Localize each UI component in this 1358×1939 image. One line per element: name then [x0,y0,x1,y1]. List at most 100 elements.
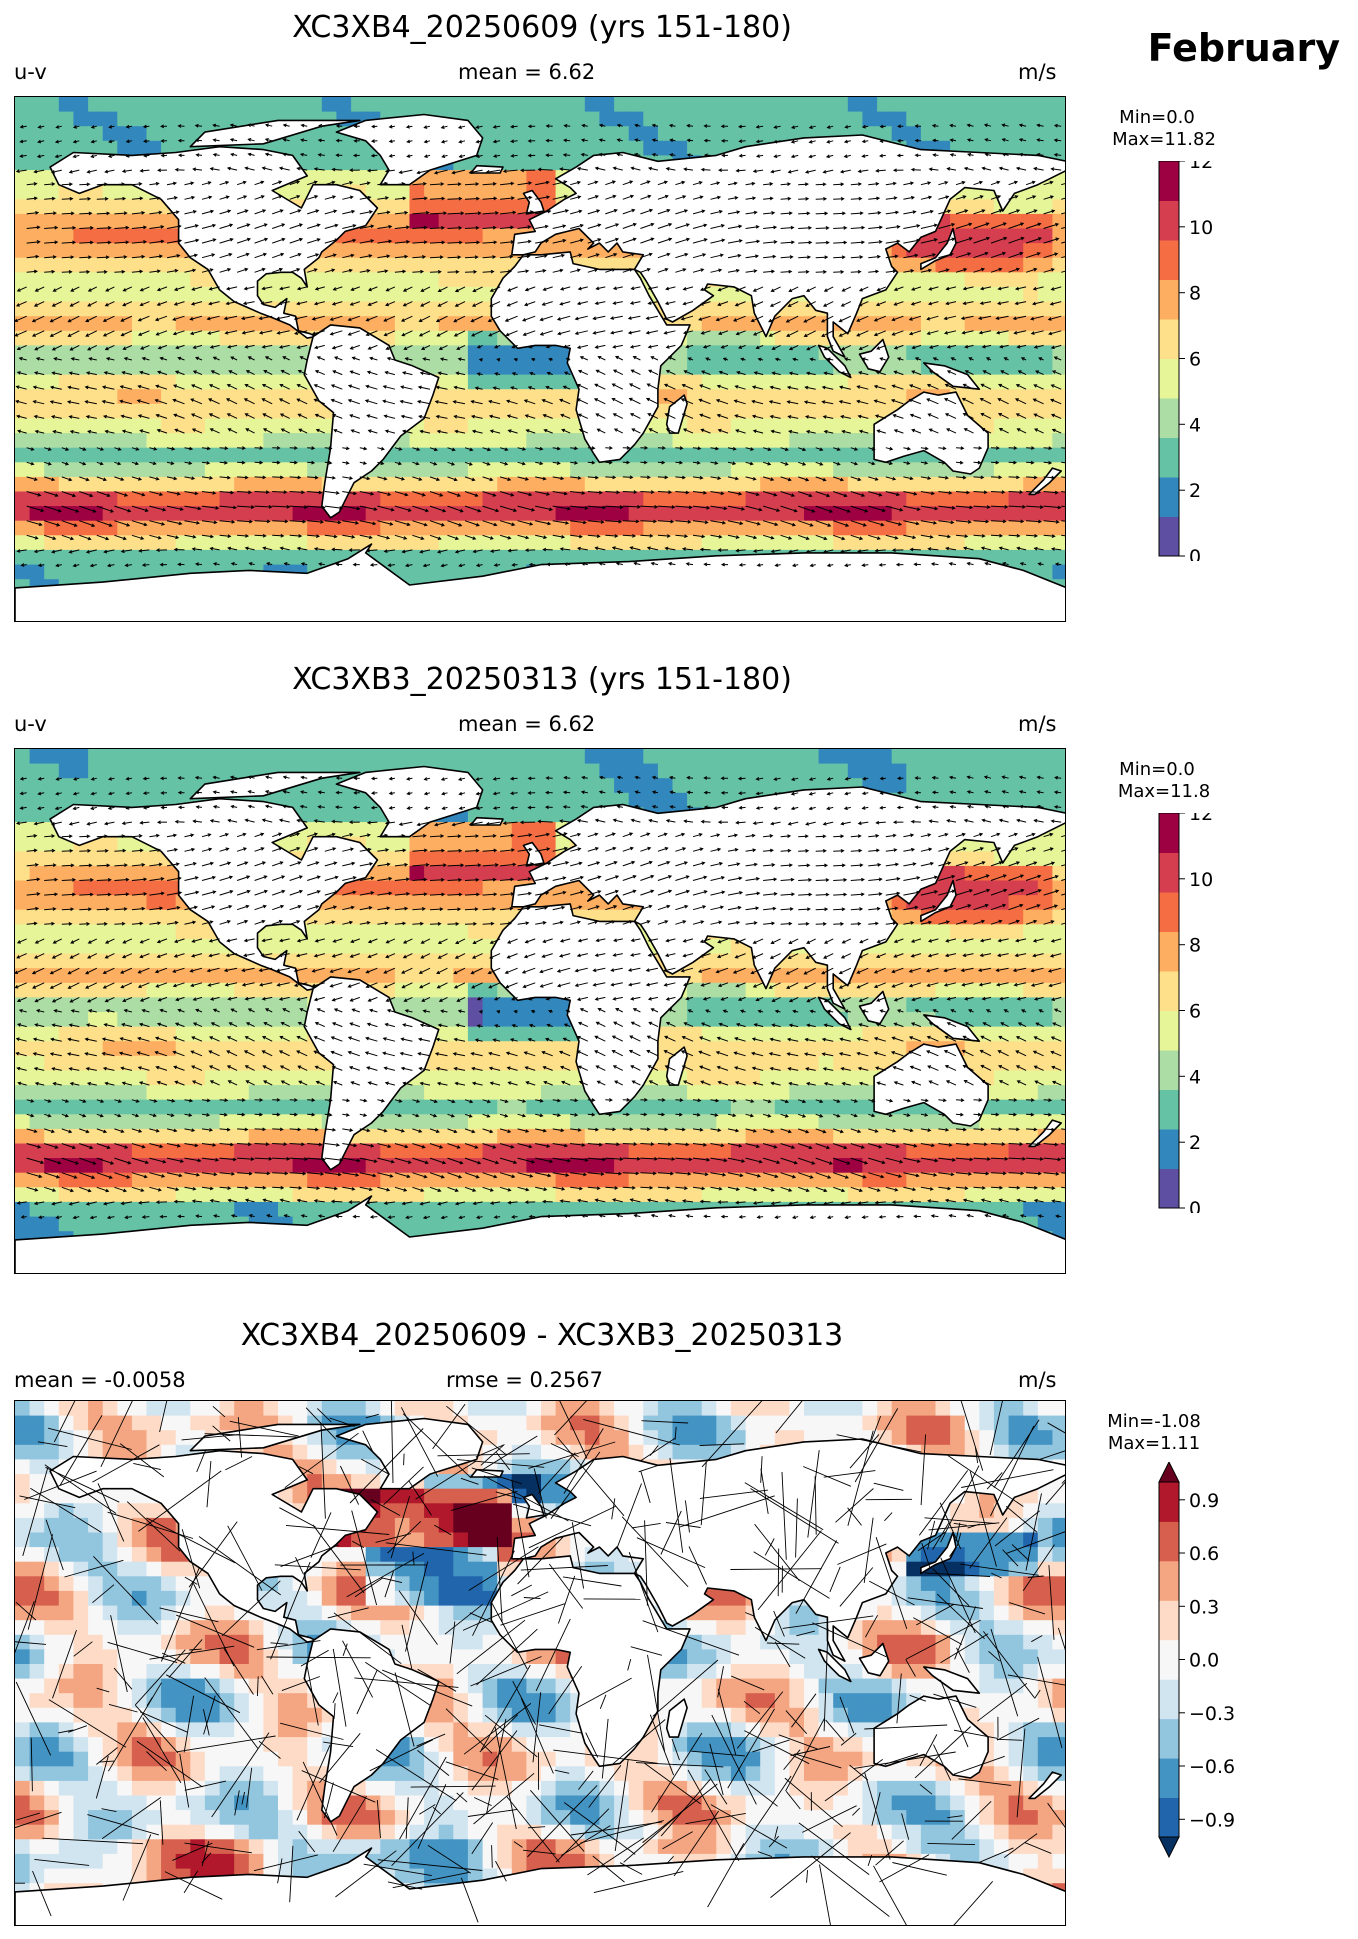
panel1-left-label: u-v [14,60,47,84]
panel3-land-layer [15,1417,1065,1925]
colorbar-segment [1159,1797,1179,1838]
colorbar-extend-max [1158,1460,1180,1483]
panel3-colorbar: −0.9 −0.6 −0.3 0.0 0.3 0.6 0.9 [1150,1460,1280,1866]
colorbar-segment [1159,279,1179,320]
panel1-max-label: Max=11.82 [1112,129,1216,150]
colorbar-segment [1159,813,1179,853]
panel1-map-svg [15,97,1065,621]
new-guinea-land [922,1666,981,1695]
panel3-min-label: Min=-1.08 [1107,1411,1201,1432]
colorbar-segment [1159,1089,1179,1130]
colorbar-extend-min [1158,1836,1180,1859]
colorbar-tick-label: 4 [1189,1066,1201,1088]
colorbar-segment [1159,1050,1179,1090]
colorbar-tick-label: 4 [1189,414,1201,436]
colorbar-segment [1159,358,1179,399]
colorbar-segment [1159,161,1179,201]
panel1-mean-label: mean = 6.62 [458,60,596,84]
colorbar-tick-label: 12 [1189,161,1213,173]
panel3-map [14,1400,1066,1926]
japan-land [920,879,957,923]
colorbar-segment [1159,516,1179,557]
madagascar-land [665,394,688,434]
colorbar-tick-label: 6 [1189,349,1201,371]
eurasia-land [510,1438,1065,1662]
colorbar-segment [1159,1600,1179,1641]
panel3-title: XC3XB4_20250609 - XC3XB3_20250313 [240,1318,844,1353]
colorbar-segment [1159,1718,1179,1759]
panel1-colorbar: 0 2 4 6 8 10 12 [1158,151,1278,568]
colorbar-tick-label: 2 [1189,480,1201,502]
colorbar-segment [1159,1010,1179,1051]
colorbar-tick-label: 0.3 [1189,1596,1219,1618]
new-zealand-land [1028,1119,1062,1148]
colorbar-segment [1159,1168,1179,1209]
month-label: February [1147,26,1340,70]
colorbar-tick-label: 0 [1189,1198,1201,1213]
new-zealand-land [1028,467,1062,496]
eurasia-land [510,786,1065,1010]
north-america-land [49,145,379,339]
north-america-land [49,797,379,991]
britain-land [522,841,545,867]
panel2-min-label: Min=0.0 [1119,759,1195,780]
eurasia-land [510,134,1065,358]
panel2-units: m/s [1018,712,1057,736]
colorbar-tick-label: −0.6 [1189,1756,1235,1778]
panel2-max-label: Max=11.8 [1117,781,1211,802]
africa-land [490,1555,691,1768]
colorbar-segment [1159,240,1179,280]
britain-land [522,189,545,215]
colorbar-segment [1159,1129,1179,1169]
colorbar-tick-label: 8 [1189,283,1201,305]
colorbar-segment [1159,1560,1179,1601]
antarctica-land [15,1195,1065,1273]
colorbar-segment [1159,892,1179,932]
antarctica-land [15,543,1065,621]
colorbar-segment [1159,319,1179,359]
colorbar-segment [1159,1482,1179,1522]
panel1-units: m/s [1018,60,1057,84]
colorbar-segment [1159,931,1179,972]
panel3-units: m/s [1018,1368,1057,1392]
colorbar-segment [1159,1679,1179,1720]
new-zealand-land [1028,1771,1062,1800]
panel2-map-svg [15,749,1065,1273]
colorbar-segment [1159,398,1179,438]
arctic-islands-land [189,1423,361,1452]
colorbar-tick-label: 0 [1189,546,1201,561]
colorbar-tick-label: 0.6 [1189,1543,1219,1565]
antarctica-land [15,1847,1065,1925]
panel2-left-label: u-v [14,712,47,736]
panel3-rmse-label: rmse = 0.2567 [446,1368,604,1392]
japan-land [920,227,957,271]
panel3-max-label: Max=1.11 [1107,1433,1201,1454]
colorbar-tick-label: 2 [1189,1132,1201,1154]
britain-land [522,1493,545,1519]
panel1-title: XC3XB4_20250609 (yrs 151-180) [292,10,792,45]
colorbar-tick-label: 0.0 [1189,1650,1219,1672]
panel1-wind-vectors [15,123,1065,568]
panel2-colorbar: 0 2 4 6 8 10 12 [1158,803,1278,1220]
panel1-min-label: Min=0.0 [1119,107,1195,128]
colorbar-segment [1159,852,1179,893]
colorbar-tick-label: 10 [1189,217,1213,239]
panel2-title: XC3XB3_20250313 (yrs 151-180) [292,662,792,697]
north-america-land [49,1449,379,1643]
colorbar-segment [1159,477,1179,517]
colorbar-tick-label: 8 [1189,935,1201,957]
panel1-colorbar-svg: 0 2 4 6 8 10 12 [1158,151,1213,568]
panel3-diff-vectors [15,1401,1065,1925]
panel2-colorbar-svg: 0 2 4 6 8 10 12 [1158,803,1213,1220]
colorbar-tick-label: −0.3 [1189,1703,1235,1725]
colorbar-tick-label: 6 [1189,1001,1201,1023]
colorbar-segment [1159,1639,1179,1680]
borneo-land [858,1642,890,1677]
colorbar-segment [1159,971,1179,1011]
colorbar-tick-label: 0.9 [1189,1490,1219,1512]
panel2-wind-vectors [15,775,1065,1220]
greenland-land [335,765,484,838]
colorbar-segment [1159,200,1179,241]
madagascar-land [665,1698,688,1738]
australia-land [873,391,989,475]
